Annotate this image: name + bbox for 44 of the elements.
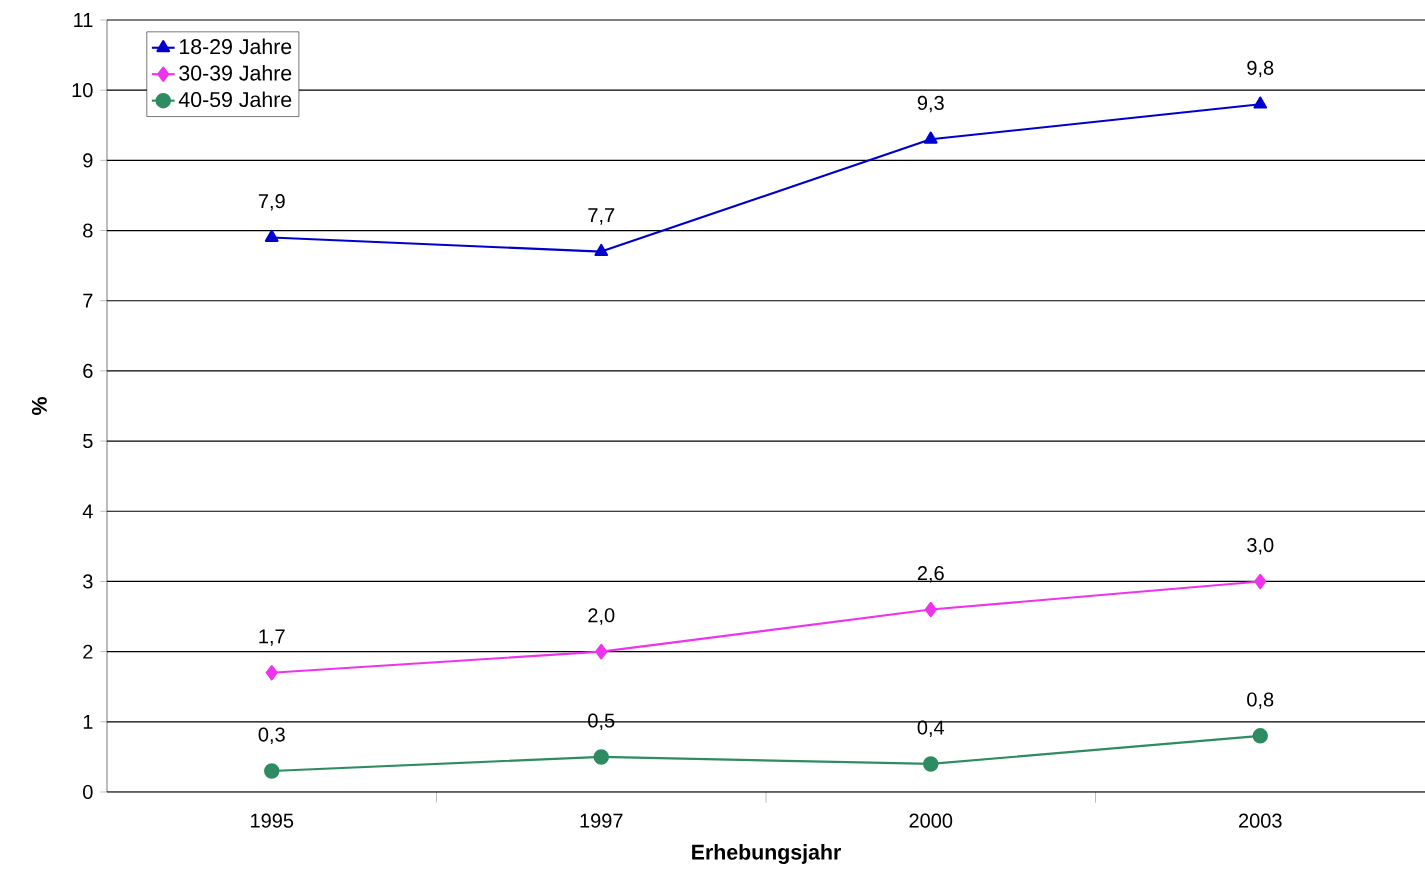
y-tick-label: 11 [74, 13, 93, 27]
point [594, 243, 609, 256]
data-label: 2,0 [588, 608, 615, 625]
legend-label: 30-39 Jahre [179, 64, 292, 81]
y-tick-label: 6 [83, 363, 93, 378]
point [923, 131, 938, 144]
x-tick-label: 2003 [1239, 813, 1282, 828]
data-label: 2,6 [917, 566, 944, 583]
point [264, 763, 280, 779]
point [1252, 728, 1268, 744]
data-label: 0,3 [258, 727, 285, 745]
data-label: 0,8 [1247, 692, 1274, 709]
y-tick-label: 5 [83, 434, 93, 449]
x-tick-label: 1997 [580, 813, 623, 828]
point [264, 229, 279, 242]
point [924, 601, 937, 618]
y-axis-title: % [31, 397, 47, 415]
x-axis-title: Erhebungsjahr [692, 844, 841, 864]
point [593, 749, 609, 765]
data-label: 7,7 [588, 208, 615, 225]
point [923, 756, 939, 772]
y-tick-label: 9 [83, 153, 93, 168]
y-tick-label: 4 [82, 504, 93, 519]
data-label: 1,7 [259, 629, 285, 646]
x-tick-label: 1995 [251, 813, 294, 828]
data-label: 9,8 [1247, 60, 1274, 78]
y-tick-label: 7 [83, 293, 93, 308]
point [1254, 573, 1267, 590]
data-label: 0,4 [917, 720, 945, 737]
data-label: 9,3 [917, 95, 944, 113]
point [265, 664, 278, 681]
y-tick-label: 0 [83, 784, 93, 800]
y-tick-label: 2 [83, 644, 93, 659]
y-tick-label: 8 [83, 223, 93, 238]
point [1253, 96, 1268, 109]
y-tick-label: 3 [83, 574, 93, 589]
legend-label: 40-59 Jahre [178, 91, 292, 108]
data-label: 3,0 [1247, 537, 1274, 555]
y-tick-label: 1 [83, 714, 93, 729]
x-tick-label: 2000 [909, 813, 953, 828]
point [595, 643, 608, 660]
legend-label: 18-29 Jahre [180, 38, 292, 55]
y-tick-label: 10 [72, 83, 93, 98]
data-label: 7,9 [258, 194, 285, 211]
